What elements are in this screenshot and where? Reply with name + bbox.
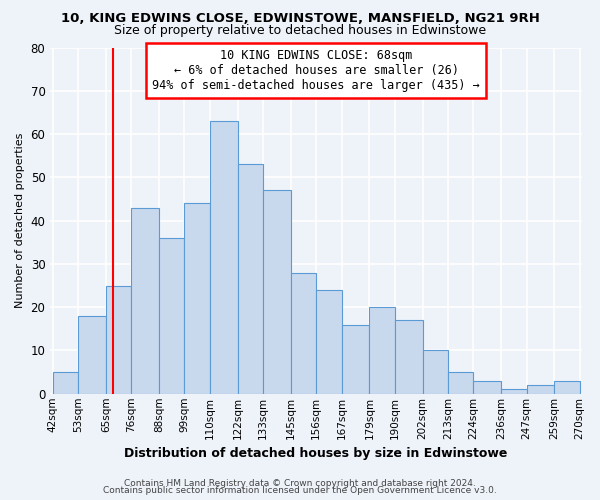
Bar: [473, 381, 501, 394]
Text: 10 KING EDWINS CLOSE: 68sqm
← 6% of detached houses are smaller (26)
94% of semi: 10 KING EDWINS CLOSE: 68sqm ← 6% of deta…: [152, 49, 480, 92]
Bar: [422, 350, 448, 394]
Bar: [159, 238, 184, 394]
Bar: [238, 164, 263, 394]
Bar: [53, 372, 78, 394]
Text: Size of property relative to detached houses in Edwinstowe: Size of property relative to detached ho…: [114, 24, 486, 37]
Bar: [448, 372, 473, 394]
Bar: [527, 385, 554, 394]
Bar: [263, 190, 291, 394]
Y-axis label: Number of detached properties: Number of detached properties: [15, 133, 25, 308]
Bar: [131, 208, 159, 394]
Text: Contains HM Land Registry data © Crown copyright and database right 2024.: Contains HM Land Registry data © Crown c…: [124, 478, 476, 488]
Bar: [78, 316, 106, 394]
Bar: [184, 204, 210, 394]
Bar: [316, 290, 341, 394]
X-axis label: Distribution of detached houses by size in Edwinstowe: Distribution of detached houses by size …: [124, 447, 508, 460]
Bar: [210, 121, 238, 394]
Bar: [291, 272, 316, 394]
Bar: [501, 390, 527, 394]
Bar: [341, 324, 370, 394]
Bar: [106, 286, 131, 394]
Text: Contains public sector information licensed under the Open Government Licence v3: Contains public sector information licen…: [103, 486, 497, 495]
Bar: [395, 320, 422, 394]
Bar: [554, 381, 580, 394]
Text: 10, KING EDWINS CLOSE, EDWINSTOWE, MANSFIELD, NG21 9RH: 10, KING EDWINS CLOSE, EDWINSTOWE, MANSF…: [61, 12, 539, 26]
Bar: [370, 307, 395, 394]
